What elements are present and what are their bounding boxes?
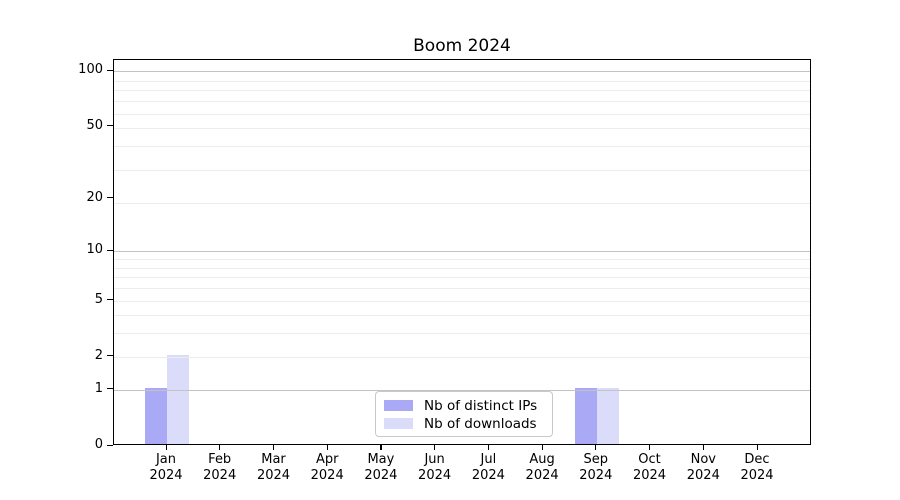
legend-item-distinct-ips: Nb of distinct IPs [384,397,544,414]
x-tick-mark [595,445,597,450]
y-tick-label: 20 [86,189,103,205]
x-tick-mark [649,445,651,450]
y-tick-label: 50 [86,117,103,133]
y-tick-mark [107,444,113,446]
x-tick-mark [165,445,167,450]
gridline-minor [114,288,810,289]
bar-nb-of-downloads [167,354,189,444]
x-tick-mark [756,445,758,450]
gridline-minor [114,113,810,115]
y-tick-label: 2 [94,347,103,363]
y-tick-label: 1 [94,380,103,396]
y-tick-mark [107,299,113,301]
gridline-minor [114,128,810,130]
gridline-minor [114,277,810,279]
x-tick-label: Jun 2024 [418,452,452,483]
y-tick-label: 10 [86,242,103,258]
y-tick-mark [107,355,113,357]
bar-nb-of-downloads [596,387,619,444]
x-tick-mark [541,445,543,450]
y-tick-mark [107,197,113,199]
chart-title: Boom 2024 [413,36,511,56]
x-tick-mark [219,445,221,450]
gridline-major [114,71,810,73]
y-tick-mark [107,69,113,71]
legend-label-downloads: Nb of downloads [424,415,537,432]
x-tick-mark [326,445,328,450]
bar-nb-of-distinct-ips [145,387,167,444]
y-tick-label: 5 [94,291,103,307]
gridline-minor [114,90,810,92]
gridline-minor [114,80,810,82]
gridline-major [114,389,810,391]
y-tick-mark [107,125,113,127]
x-tick-label: Jul 2024 [471,452,505,483]
x-tick-label: Oct 2024 [632,452,667,483]
gridline-minor [114,169,810,171]
legend-swatch-downloads [384,418,413,429]
x-tick-label: Sep 2024 [579,452,613,483]
gridline-minor [114,101,810,102]
x-tick-label: Dec 2024 [740,452,774,483]
gridline-minor [114,267,810,269]
gridline-minor [114,146,810,148]
bars-layer [114,60,810,444]
bar-nb-of-distinct-ips [574,387,597,444]
x-tick-label: Jan 2024 [149,452,183,483]
x-tick-label: Apr 2024 [310,452,344,483]
y-tick-mark [107,249,113,251]
plot-area [113,59,811,445]
x-tick-label: Feb 2024 [203,452,237,483]
gridlines-layer [114,60,810,444]
y-tick-label: 0 [94,437,103,452]
x-tick-label: Mar 2024 [256,452,291,483]
legend-swatch-distinct-ips [384,400,413,411]
x-tick-mark [434,445,436,450]
legend-item-downloads: Nb of downloads [384,415,544,432]
gridline-minor [114,202,810,204]
x-tick-mark [702,445,704,450]
x-tick-label: Aug 2024 [525,452,559,483]
y-tick-label: 100 [78,62,103,78]
x-tick-mark [273,445,275,450]
gridline-minor [114,356,810,358]
gridline-minor [114,315,810,317]
x-tick-mark [487,445,490,450]
x-tick-mark [380,445,382,450]
y-tick-mark [107,388,113,390]
gridline-minor [114,300,810,302]
legend: Nb of distinct IPs Nb of downloads [375,391,553,437]
gridline-minor [114,333,810,335]
gridline-minor [114,259,810,260]
x-tick-label: May 2024 [364,452,398,483]
legend-label-distinct-ips: Nb of distinct IPs [424,397,538,414]
gridline-major [114,251,810,253]
x-tick-label: Nov 2024 [686,452,720,483]
